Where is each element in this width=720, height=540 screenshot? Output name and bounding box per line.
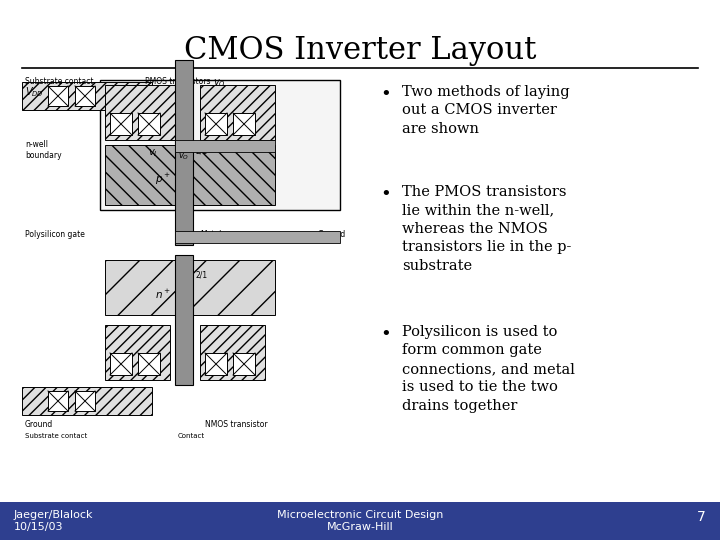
Text: Ground: Ground bbox=[318, 230, 346, 239]
Text: CMOS Inverter Layout: CMOS Inverter Layout bbox=[184, 35, 536, 66]
Bar bbox=[75, 86, 95, 106]
Text: Two methods of laying
out a CMOS inverter
are shown: Two methods of laying out a CMOS inverte… bbox=[402, 85, 570, 136]
Bar bbox=[105, 145, 275, 205]
Bar bbox=[200, 325, 265, 380]
Bar bbox=[138, 113, 160, 135]
Bar bbox=[175, 231, 340, 243]
Bar bbox=[105, 85, 180, 140]
Bar bbox=[138, 353, 160, 375]
Text: n-well
boundary: n-well boundary bbox=[25, 140, 62, 160]
Text: $v_O$: $v_O$ bbox=[178, 152, 189, 163]
Text: Polysilicon gate: Polysilicon gate bbox=[25, 230, 85, 239]
Bar bbox=[0, 502, 720, 540]
Text: •: • bbox=[380, 85, 391, 103]
Text: PMOS transistors: PMOS transistors bbox=[145, 77, 210, 86]
Bar bbox=[105, 325, 170, 380]
Text: Ground: Ground bbox=[25, 420, 53, 429]
Text: Substrate contact: Substrate contact bbox=[25, 77, 94, 86]
Text: Jaeger/Blalock
10/15/03: Jaeger/Blalock 10/15/03 bbox=[14, 510, 94, 531]
Bar bbox=[175, 140, 275, 152]
Bar bbox=[110, 113, 132, 135]
Bar bbox=[48, 391, 68, 411]
Bar bbox=[205, 353, 227, 375]
Text: $V_{DD}$: $V_{DD}$ bbox=[285, 230, 304, 244]
Bar bbox=[22, 82, 152, 110]
Bar bbox=[205, 113, 227, 135]
Bar bbox=[175, 255, 193, 385]
Bar bbox=[22, 387, 152, 415]
Text: 2/1: 2/1 bbox=[196, 147, 208, 156]
Bar bbox=[233, 113, 255, 135]
Text: 7: 7 bbox=[697, 510, 706, 524]
Text: •: • bbox=[380, 325, 391, 343]
Text: $v_I$: $v_I$ bbox=[148, 147, 158, 159]
Text: Microelectronic Circuit Design
McGraw-Hill: Microelectronic Circuit Design McGraw-Hi… bbox=[276, 510, 444, 531]
Text: NMOS transistor: NMOS transistor bbox=[205, 420, 268, 429]
Text: Metal: Metal bbox=[200, 230, 221, 239]
Text: The PMOS transistors
lie within the n-well,
whereas the NMOS
transistors lie in : The PMOS transistors lie within the n-we… bbox=[402, 185, 572, 273]
Bar bbox=[200, 85, 275, 140]
Text: •: • bbox=[380, 185, 391, 203]
Bar bbox=[110, 353, 132, 375]
Text: $v_O$: $v_O$ bbox=[213, 77, 226, 89]
Text: $V_{DD}$: $V_{DD}$ bbox=[25, 85, 44, 99]
Text: Contact: Contact bbox=[178, 433, 205, 439]
Text: Substrate contact: Substrate contact bbox=[25, 433, 87, 439]
Text: Polysilicon is used to
form common gate
connections, and metal
is used to tie th: Polysilicon is used to form common gate … bbox=[402, 325, 575, 413]
Text: $n^+$: $n^+$ bbox=[155, 288, 171, 301]
Bar bbox=[233, 353, 255, 375]
Text: $p^+$: $p^+$ bbox=[155, 172, 171, 187]
Bar bbox=[175, 60, 193, 245]
Bar bbox=[100, 80, 340, 210]
Bar bbox=[105, 260, 275, 315]
Bar bbox=[75, 391, 95, 411]
Text: 2/1: 2/1 bbox=[196, 270, 208, 279]
Bar bbox=[48, 86, 68, 106]
